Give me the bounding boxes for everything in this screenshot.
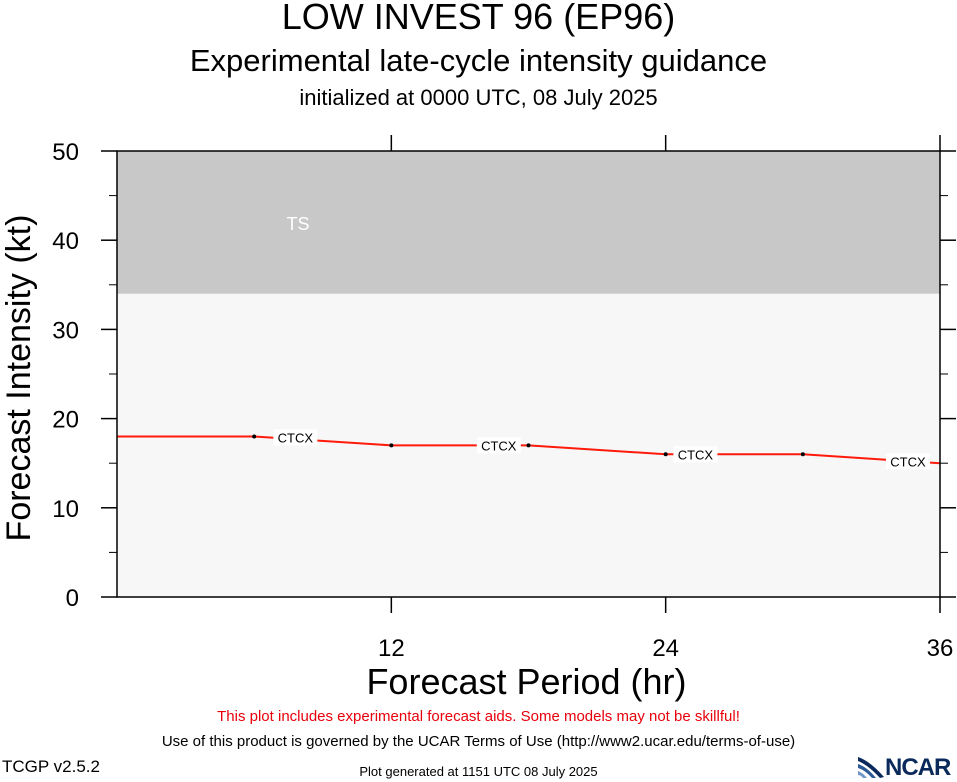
initialization-time: initialized at 0000 UTC, 08 July 2025 — [299, 85, 658, 110]
y-tick-label: 50 — [52, 139, 79, 166]
y-tick-label: 0 — [66, 585, 79, 612]
version-label: TCGP v2.5.2 — [2, 757, 100, 776]
series-label: CTCX — [278, 430, 314, 445]
y-tick-label: 30 — [52, 317, 79, 344]
chart-subtitle: Experimental late-cycle intensity guidan… — [189, 43, 768, 78]
series-point — [389, 443, 394, 448]
y-axis-label: Forecast Intensity (kt) — [0, 215, 38, 542]
experimental-warning: This plot includes experimental forecast… — [217, 708, 740, 725]
x-tick-label: 36 — [927, 635, 954, 662]
generated-time: Plot generated at 1151 UTC 08 July 2025 — [359, 764, 598, 779]
ncar-logo-text: NCAR — [885, 754, 951, 781]
x-tick-label: 12 — [378, 635, 405, 662]
terms-of-use: Use of this product is governed by the U… — [161, 733, 796, 750]
y-tick-label: 40 — [52, 228, 79, 255]
series-label: CTCX — [481, 438, 517, 453]
x-axis-label: Forecast Period (hr) — [366, 661, 686, 702]
band-label-ts: TS — [287, 214, 310, 234]
y-tick-label: 10 — [52, 496, 79, 523]
ncar-logo-icon — [858, 757, 884, 778]
series-point — [252, 434, 257, 439]
y-tick-label: 20 — [52, 407, 79, 434]
series-label-box — [273, 429, 318, 446]
band-ts — [117, 151, 940, 294]
chart-title: LOW INVEST 96 (EP96) — [281, 0, 676, 37]
series-point — [800, 452, 805, 457]
series-label-box — [673, 446, 718, 463]
series-label: CTCX — [890, 454, 926, 469]
series-line-segment — [528, 444, 666, 456]
series-label-box — [476, 437, 521, 454]
series-point — [663, 452, 668, 457]
ncar-logo: NCAR — [856, 754, 957, 781]
x-tick-label: 24 — [652, 635, 679, 662]
series-label: CTCX — [678, 447, 714, 462]
series-point — [526, 443, 531, 448]
series-label-box — [885, 453, 930, 470]
intensity-chart: TS CTCX CTCX CTCX CTCX 0 10 20 30 40 50 12 24 36 Forec… — [0, 135, 956, 702]
